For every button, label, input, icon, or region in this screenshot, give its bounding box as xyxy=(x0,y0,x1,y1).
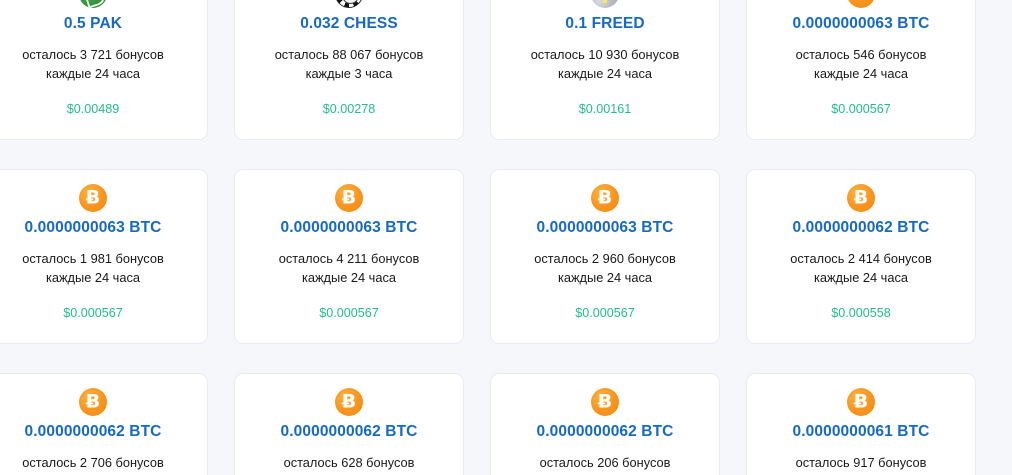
bitcoin-icon: Ƀ xyxy=(335,184,363,212)
remaining-bonuses-text: осталось 10 930 бонусов xyxy=(530,46,680,62)
claim-period-text: каждые 24 часа xyxy=(46,269,140,285)
remaining-bonuses-text: осталось 628 бонусов xyxy=(283,454,415,470)
remaining-bonuses-text: осталось 917 бонусов xyxy=(795,454,927,470)
bitcoin-glyph: Ƀ xyxy=(854,0,868,3)
bitcoin-glyph: Ƀ xyxy=(85,186,101,208)
bitcoin-icon: Ƀ xyxy=(591,184,619,212)
chess-coin-icon xyxy=(335,0,363,8)
claim-period-text: каждые 24 часа xyxy=(814,65,908,81)
freed-coin-icon xyxy=(591,0,619,8)
faucet-amount: 0.0000000062 BTC xyxy=(792,219,930,236)
faucet-card[interactable]: Ƀ 0.0000000062 BTC осталось 2 706 бонусов к… xyxy=(0,373,208,475)
bitcoin-icon: Ƀ xyxy=(79,388,107,416)
pak-coin-icon xyxy=(79,0,107,8)
claim-period-text: каждые 24 часа xyxy=(302,269,396,285)
bitcoin-glyph: Ƀ xyxy=(85,390,101,412)
remaining-bonuses-text: осталось 206 бонусов xyxy=(539,454,671,470)
bitcoin-icon: Ƀ xyxy=(79,184,107,212)
usd-value: $0.000567 xyxy=(63,306,123,321)
faucet-card[interactable]: 0.5 PAK осталось 3 721 бонусов каждые 24 ч… xyxy=(0,0,208,140)
faucet-card[interactable]: 0.032 CHESS осталось 88 067 бонусов каждые… xyxy=(234,0,464,140)
remaining-bonuses-text: осталось 88 067 бонусов xyxy=(274,46,424,62)
claim-period-text: каждые 24 часа xyxy=(558,269,652,285)
bitcoin-glyph: Ƀ xyxy=(853,186,869,208)
remaining-bonuses-text: осталось 2 414 бонусов xyxy=(790,250,932,266)
faucet-amount: 0.0000000063 BTC xyxy=(536,219,674,236)
faucet-card[interactable]: Ƀ 0.0000000061 BTC осталось 917 бонусов каж… xyxy=(746,373,976,475)
claim-period-text: каждые 24 часа xyxy=(302,473,396,475)
bitcoin-glyph: Ƀ xyxy=(341,390,357,412)
remaining-bonuses-text: осталось 546 бонусов xyxy=(795,46,927,62)
claim-period-text: каждые 3 часа xyxy=(305,65,393,81)
claim-period-text: каждые 24 часа xyxy=(814,473,908,475)
faucet-card[interactable]: Ƀ 0.0000000063 BTC осталось 2 960 бонусов к… xyxy=(490,169,720,344)
remaining-bonuses-text: осталось 1 981 бонусов xyxy=(22,250,164,266)
faucet-amount: 0.0000000062 BTC xyxy=(536,423,674,440)
usd-value: $0.00489 xyxy=(66,102,120,117)
claim-period-text: каждые 24 часа xyxy=(558,65,652,81)
faucet-amount: 0.0000000063 BTC xyxy=(280,219,418,236)
faucet-amount: 0.032 CHESS xyxy=(300,15,398,32)
faucet-amount: 0.0000000063 BTC xyxy=(24,219,162,236)
faucet-card[interactable]: Ƀ 0.0000000063 BTC осталось 546 бонусов каж… xyxy=(746,0,976,140)
bitcoin-icon: Ƀ xyxy=(335,388,363,416)
faucet-card[interactable]: Ƀ 0.0000000063 BTC осталось 1 981 бонусов к… xyxy=(0,169,208,344)
usd-value: $0.00278 xyxy=(322,102,376,117)
faucet-card[interactable]: Ƀ 0.0000000063 BTC осталось 4 211 бонусов к… xyxy=(234,169,464,344)
faucet-amount: 0.0000000061 BTC xyxy=(792,423,930,440)
claim-period-text: каждые 24 часа xyxy=(46,473,140,475)
faucet-amount: 0.0000000062 BTC xyxy=(280,423,418,440)
bitcoin-glyph: Ƀ xyxy=(597,186,613,208)
usd-value: $0.00161 xyxy=(578,102,632,117)
usd-value: $0.000567 xyxy=(575,306,635,321)
faucet-card[interactable]: Ƀ 0.0000000062 BTC осталось 206 бонусов каж… xyxy=(490,373,720,475)
faucet-card[interactable]: 0.1 FREED осталось 10 930 бонусов каждые 2… xyxy=(490,0,720,140)
faucet-amount: 0.0000000063 BTC xyxy=(792,15,930,32)
bitcoin-glyph: Ƀ xyxy=(597,390,613,412)
faucet-amount: 0.5 PAK xyxy=(63,15,123,32)
faucet-amount: 0.1 FREED xyxy=(565,15,645,32)
usd-value: $0.000567 xyxy=(319,306,379,321)
bitcoin-icon: Ƀ xyxy=(591,388,619,416)
usd-value: $0.000567 xyxy=(831,102,891,117)
faucet-card[interactable]: Ƀ 0.0000000062 BTC осталось 2 414 бонусов к… xyxy=(746,169,976,344)
remaining-bonuses-text: осталось 4 211 бонусов xyxy=(278,250,420,266)
remaining-bonuses-text: осталось 2 706 бонусов xyxy=(22,454,164,470)
remaining-bonuses-text: осталось 3 721 бонусов xyxy=(22,46,164,62)
claim-period-text: каждые 24 часа xyxy=(558,473,652,475)
bitcoin-glyph: Ƀ xyxy=(341,186,357,208)
claim-period-text: каждые 24 часа xyxy=(46,65,140,81)
bitcoin-icon: Ƀ xyxy=(847,184,875,212)
bitcoin-glyph: Ƀ xyxy=(853,390,869,412)
claim-period-text: каждые 24 часа xyxy=(814,269,908,285)
usd-value: $0.000558 xyxy=(831,306,891,321)
faucet-amount: 0.0000000062 BTC xyxy=(24,423,162,440)
remaining-bonuses-text: осталось 2 960 бонусов xyxy=(534,250,676,266)
bitcoin-icon: Ƀ xyxy=(847,0,875,8)
faucet-card[interactable]: Ƀ 0.0000000062 BTC осталось 628 бонусов каж… xyxy=(234,373,464,475)
bitcoin-icon: Ƀ xyxy=(847,388,875,416)
